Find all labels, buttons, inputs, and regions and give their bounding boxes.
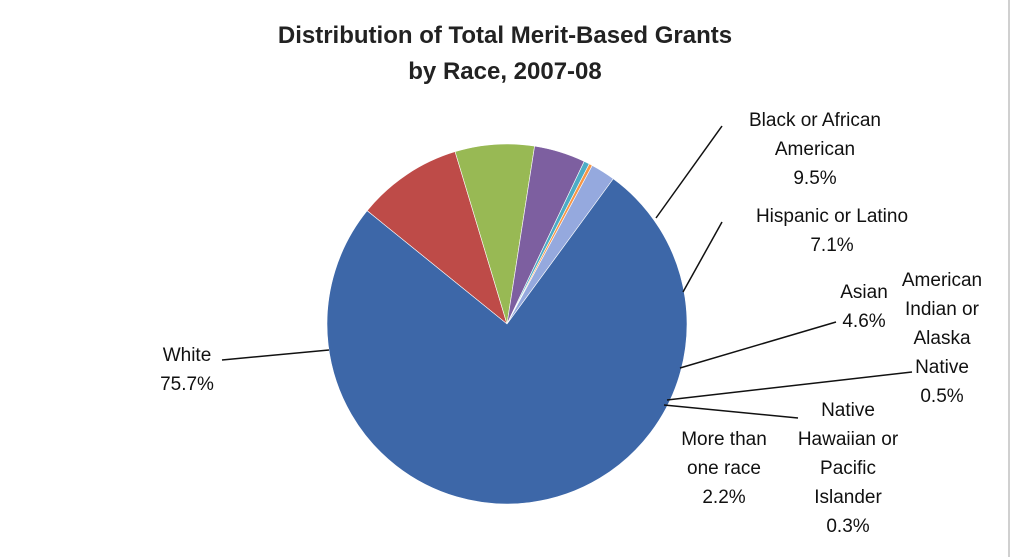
leader-line-2 bbox=[679, 321, 837, 369]
slice-category-label-3: Indian or bbox=[905, 299, 980, 320]
slice-category-label-1: Hispanic or Latino bbox=[756, 206, 908, 227]
pie-slice-0 bbox=[366, 151, 508, 325]
leader-line-6 bbox=[221, 349, 330, 361]
pie-slice-6 bbox=[326, 178, 688, 505]
slice-category-label-0: Black or African bbox=[749, 110, 881, 131]
slice-value-label-2: 4.6% bbox=[842, 311, 885, 332]
chart-title-line-1: Distribution of Total Merit-Based Grants bbox=[277, 22, 733, 49]
leader-line-0 bbox=[655, 125, 723, 219]
slice-category-label-0: American bbox=[775, 139, 855, 160]
slice-value-label-1: 7.1% bbox=[810, 235, 853, 256]
slice-category-label-6: White bbox=[163, 345, 212, 366]
leader-line-4 bbox=[663, 404, 799, 419]
slice-value-label-4: 0.3% bbox=[826, 516, 869, 537]
slice-category-label-4: Islander bbox=[814, 487, 882, 508]
slice-category-label-4: Native bbox=[821, 400, 875, 421]
slice-category-label-4: Pacific bbox=[820, 458, 876, 479]
slice-category-label-4: Hawaiian or bbox=[798, 429, 899, 450]
slice-category-label-3: American bbox=[902, 270, 982, 291]
slice-category-label-5: one race bbox=[687, 458, 761, 479]
slice-category-label-3: Alaska bbox=[913, 328, 970, 349]
slice-category-label-2: Asian bbox=[840, 282, 888, 303]
chart-title-line-2: by Race, 2007-08 bbox=[408, 58, 602, 85]
slice-category-label-5: More than bbox=[681, 429, 767, 450]
leader-line-1 bbox=[682, 221, 723, 293]
slice-value-label-6: 75.7% bbox=[160, 374, 214, 395]
leader-line-3 bbox=[666, 371, 913, 401]
slice-value-label-3: 0.5% bbox=[920, 386, 963, 407]
slice-category-label-3: Native bbox=[915, 357, 969, 378]
slice-value-label-5: 2.2% bbox=[702, 487, 745, 508]
slice-value-label-0: 9.5% bbox=[793, 168, 836, 189]
